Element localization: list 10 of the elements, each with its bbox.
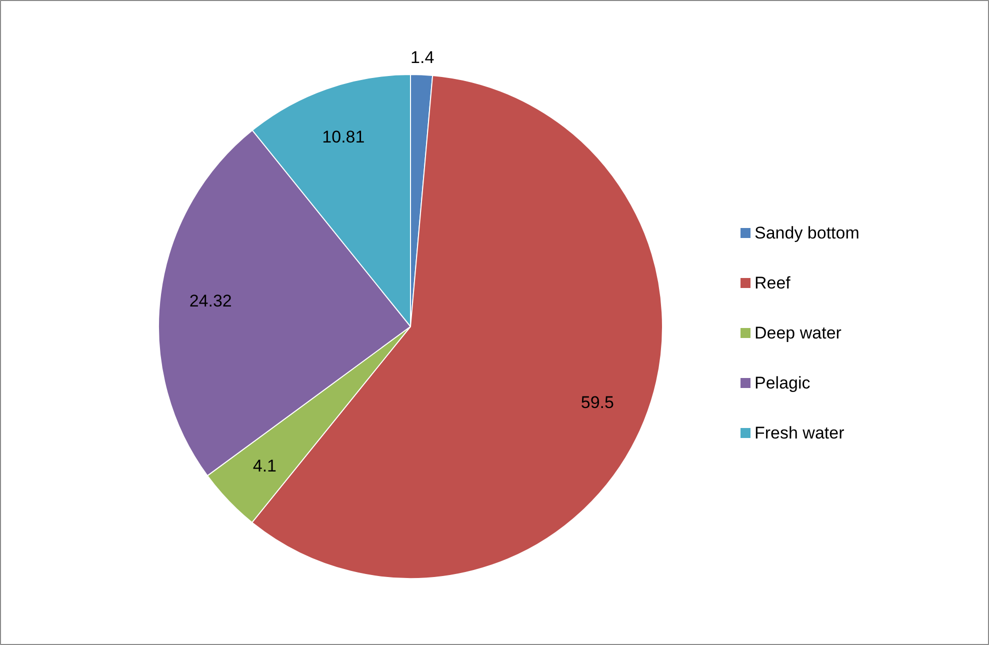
- data-label: 59.5: [580, 393, 614, 412]
- legend-label: Deep water: [754, 324, 842, 342]
- data-label: 4.1: [252, 456, 277, 476]
- data-label: 24.32: [189, 291, 232, 310]
- legend-label: Sandy bottom: [754, 224, 860, 242]
- data-label: 1.4: [410, 48, 434, 68]
- legend-label: Reef: [754, 274, 791, 292]
- legend-label: Pelagic: [754, 374, 811, 392]
- data-label: 10.81: [322, 127, 365, 146]
- legend-label: Fresh water: [754, 424, 845, 442]
